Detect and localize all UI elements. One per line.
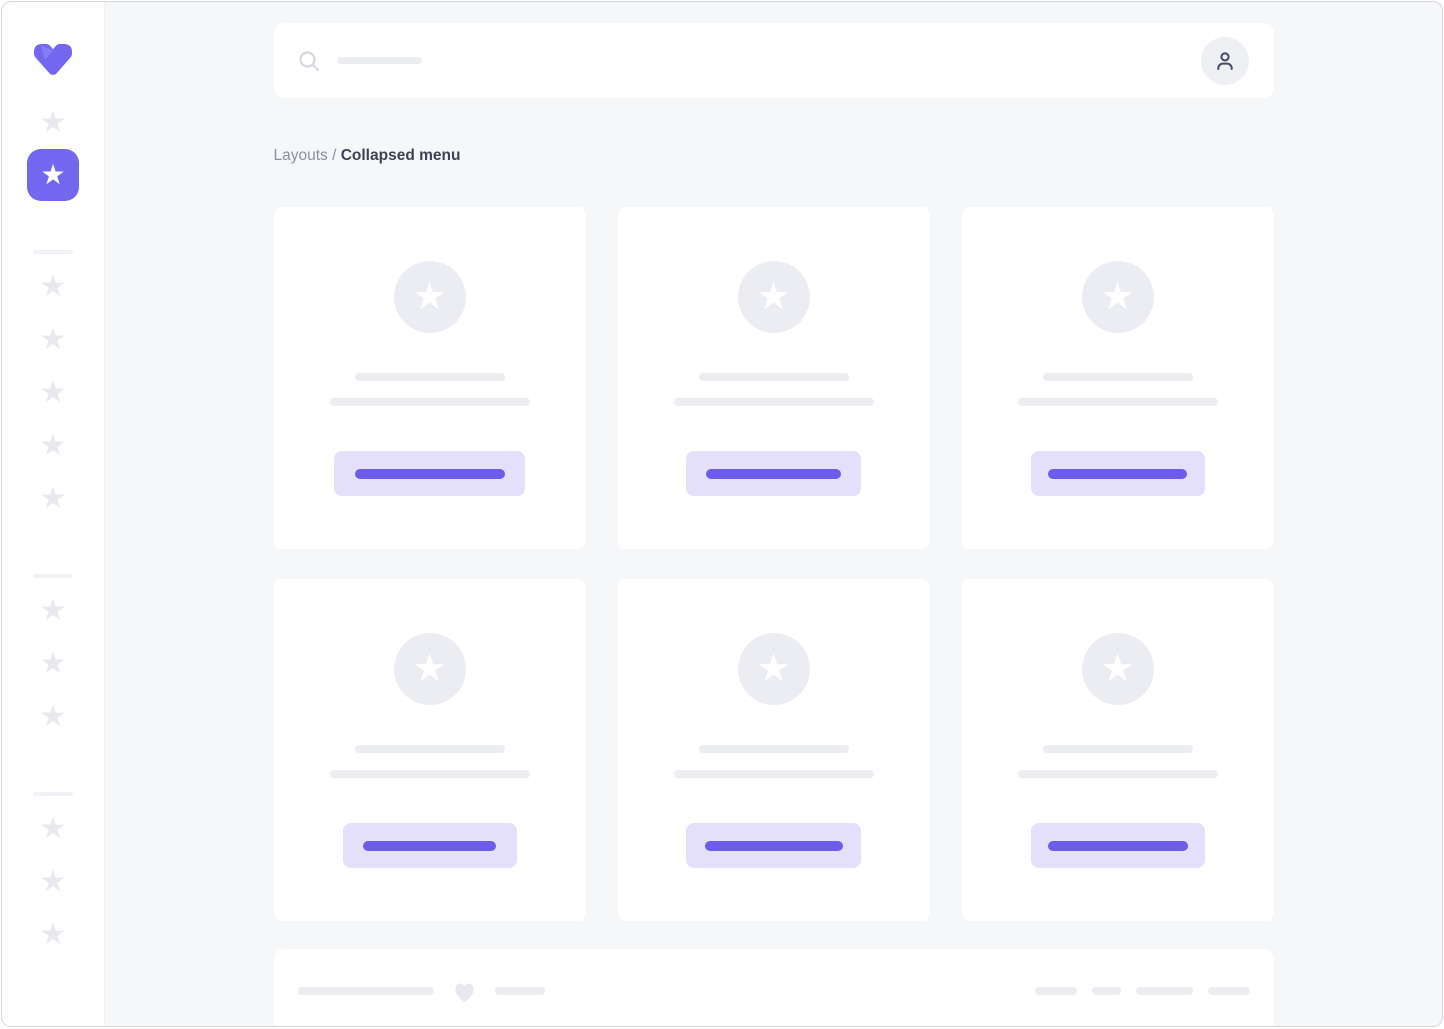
sidebar: ★ ★ ★ ★ ★ ★ ★ ★ ★ ★ ★ ★ ★ xyxy=(2,2,105,1026)
breadcrumb-link-layouts[interactable]: Layouts xyxy=(273,147,328,164)
placeholder-card: ★ xyxy=(961,207,1274,549)
star-icon: ★ xyxy=(39,918,67,951)
star-icon: ★ xyxy=(39,376,67,409)
card-subtitle-placeholder xyxy=(1017,770,1218,778)
placeholder-card: ★ xyxy=(273,579,586,921)
star-icon: ★ xyxy=(39,812,67,845)
card-avatar-circle: ★ xyxy=(737,261,810,333)
card-action-button[interactable] xyxy=(1030,823,1205,868)
sidebar-item-star[interactable]: ★ xyxy=(27,865,79,898)
button-label-placeholder xyxy=(1048,468,1187,479)
card-action-button[interactable] xyxy=(334,451,525,496)
card-subtitle-placeholder xyxy=(673,398,874,406)
placeholder-card: ★ xyxy=(273,207,586,549)
star-icon: ★ xyxy=(412,648,447,690)
star-icon: ★ xyxy=(39,647,67,680)
footer-left-group xyxy=(297,978,545,1005)
brand-logo[interactable] xyxy=(29,40,77,80)
card-action-button[interactable] xyxy=(686,823,861,868)
button-label-placeholder xyxy=(706,468,841,479)
sidebar-item-star[interactable]: ★ xyxy=(27,812,79,845)
star-icon: ★ xyxy=(1100,648,1135,690)
sidebar-item-star[interactable]: ★ xyxy=(27,323,79,356)
card-subtitle-placeholder xyxy=(329,398,530,406)
star-icon: ★ xyxy=(39,270,67,303)
breadcrumb: Layouts / Collapsed menu xyxy=(274,146,1274,165)
card-title-placeholder xyxy=(698,745,849,753)
button-label-placeholder xyxy=(363,840,496,851)
star-icon: ★ xyxy=(39,429,67,462)
placeholder-card: ★ xyxy=(617,579,930,921)
card-subtitle-placeholder xyxy=(673,770,874,778)
card-subtitle-placeholder xyxy=(329,770,530,778)
placeholder-card: ★ xyxy=(961,579,1274,921)
footer-link-placeholder xyxy=(1034,987,1077,995)
card-avatar-circle: ★ xyxy=(1081,633,1154,705)
star-icon: ★ xyxy=(39,700,67,733)
card-action-button[interactable] xyxy=(1030,451,1205,496)
sidebar-item-star[interactable]: ★ xyxy=(27,429,79,462)
card-title-placeholder xyxy=(354,373,505,381)
sidebar-item-star[interactable]: ★ xyxy=(27,270,79,303)
sidebar-divider xyxy=(33,574,73,578)
star-icon: ★ xyxy=(39,323,67,356)
breadcrumb-separator: / xyxy=(327,147,341,164)
sidebar-divider xyxy=(33,792,73,796)
star-icon: ★ xyxy=(39,482,67,515)
card-title-placeholder xyxy=(698,373,849,381)
sidebar-nav: ★ ★ ★ ★ ★ ★ ★ ★ ★ ★ ★ ★ ★ xyxy=(27,106,79,951)
sidebar-item-active[interactable]: ★ xyxy=(27,149,79,201)
card-grid: ★ ★ ★ ★ xyxy=(273,207,1274,921)
footer-right-group xyxy=(1034,987,1250,995)
footer-link-placeholder xyxy=(1207,987,1250,995)
search-input[interactable] xyxy=(336,57,422,64)
star-icon: ★ xyxy=(39,865,67,898)
star-icon: ★ xyxy=(756,276,791,318)
card-avatar-circle: ★ xyxy=(1081,261,1154,333)
card-avatar-circle: ★ xyxy=(393,633,466,705)
sidebar-divider xyxy=(33,250,73,254)
card-title-placeholder xyxy=(354,745,505,753)
sidebar-item-star[interactable]: ★ xyxy=(27,106,79,139)
user-icon xyxy=(1216,51,1233,70)
footer-link-placeholder xyxy=(1091,987,1121,995)
main-area: Layouts / Collapsed menu ★ ★ ★ xyxy=(105,2,1442,1026)
heart-icon xyxy=(454,983,474,1002)
star-icon: ★ xyxy=(756,648,791,690)
star-icon: ★ xyxy=(40,159,66,190)
breadcrumb-current: Collapsed menu xyxy=(340,147,461,164)
placeholder-card: ★ xyxy=(617,207,930,549)
button-label-placeholder xyxy=(704,840,843,851)
sidebar-item-star[interactable]: ★ xyxy=(27,700,79,733)
card-title-placeholder xyxy=(1042,745,1193,753)
user-avatar-button[interactable] xyxy=(1200,36,1249,85)
card-avatar-circle: ★ xyxy=(393,261,466,333)
card-title-placeholder xyxy=(1042,373,1193,381)
sidebar-item-star[interactable]: ★ xyxy=(27,482,79,515)
sidebar-item-star[interactable]: ★ xyxy=(27,918,79,951)
search-icon xyxy=(298,50,319,71)
footer-bar xyxy=(273,949,1274,1026)
sidebar-item-star[interactable]: ★ xyxy=(27,376,79,409)
button-label-placeholder xyxy=(354,468,505,479)
footer-text-placeholder xyxy=(494,987,545,995)
star-icon: ★ xyxy=(412,276,447,318)
card-action-button[interactable] xyxy=(342,823,517,868)
footer-text-placeholder xyxy=(297,987,434,995)
sidebar-item-star[interactable]: ★ xyxy=(27,647,79,680)
card-avatar-circle: ★ xyxy=(737,633,810,705)
star-icon: ★ xyxy=(1100,276,1135,318)
card-action-button[interactable] xyxy=(686,451,861,496)
search-bar[interactable] xyxy=(273,23,1274,98)
star-icon: ★ xyxy=(39,106,67,139)
button-label-placeholder xyxy=(1047,840,1188,851)
card-subtitle-placeholder xyxy=(1017,398,1218,406)
v-logo-icon xyxy=(34,44,72,75)
footer-link-placeholder xyxy=(1135,987,1193,995)
sidebar-item-star[interactable]: ★ xyxy=(27,594,79,627)
star-icon: ★ xyxy=(39,594,67,627)
